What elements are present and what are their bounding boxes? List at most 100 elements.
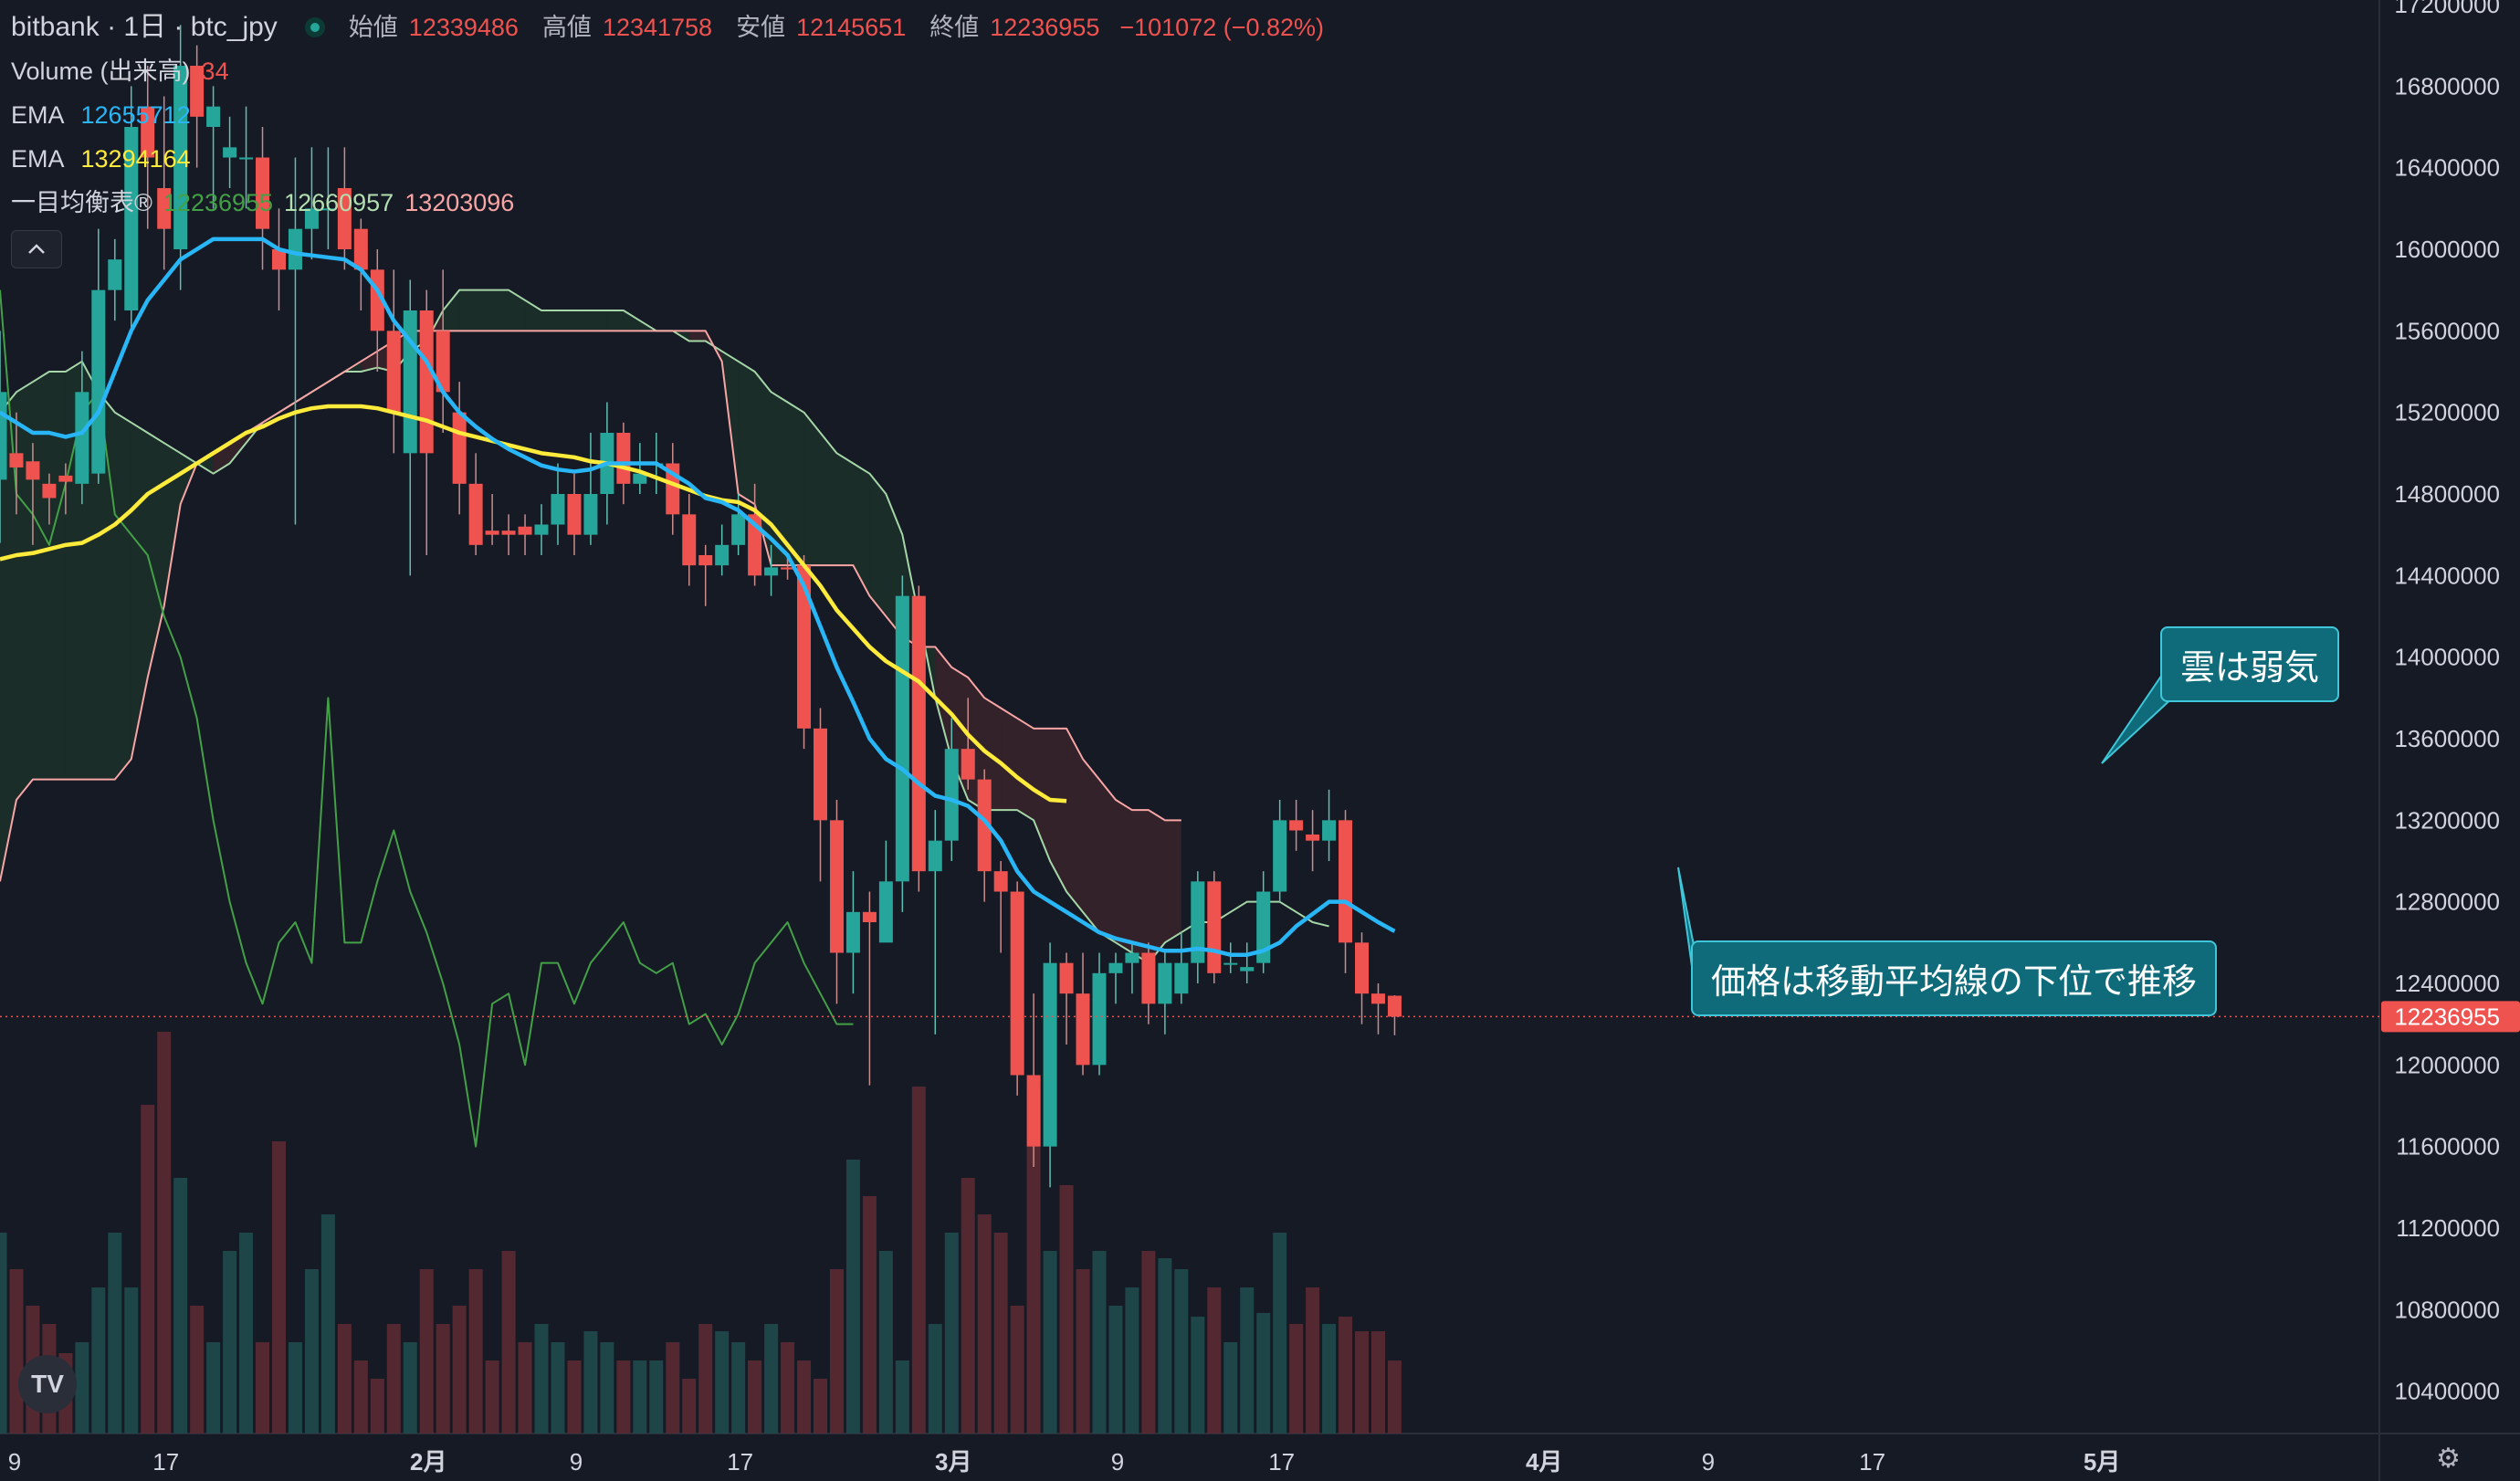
volume-bar <box>501 1251 516 1434</box>
ichimoku-cloud-segment <box>1148 810 1165 963</box>
candle-body <box>108 259 122 290</box>
candle-body <box>961 749 975 780</box>
volume-bar <box>304 1269 319 1434</box>
volume-bar <box>370 1379 384 1434</box>
candle-body <box>288 228 302 270</box>
candle-body <box>1059 962 1074 994</box>
ichimoku-cloud-segment <box>1066 728 1084 912</box>
volume-bar <box>764 1324 779 1434</box>
volume-bar <box>1387 1360 1402 1434</box>
candle-body <box>1223 962 1238 965</box>
volume-value: 34 <box>201 58 229 85</box>
x-tick-label: 17 <box>727 1448 753 1476</box>
volume-bar <box>1339 1317 1353 1434</box>
annotation-price-below-ma[interactable]: 価格は移動平均線の下位で推移 <box>1691 940 2218 1016</box>
volume-bar <box>1174 1269 1189 1434</box>
candle-body <box>1207 881 1222 973</box>
candle-body <box>75 392 89 484</box>
ichimoku-cloud-segment <box>509 289 526 331</box>
candle-body <box>862 911 877 922</box>
volume-bar <box>419 1269 434 1434</box>
ema-fast-legend[interactable]: EMA 12655712 <box>11 93 1324 137</box>
candle-body <box>518 526 532 535</box>
volume-bar <box>223 1251 237 1434</box>
volume-bar <box>75 1342 89 1434</box>
candle-body <box>1240 967 1255 972</box>
chevron-up-icon[interactable] <box>11 230 62 268</box>
volume-bar <box>91 1287 106 1434</box>
low-label: 安値 <box>736 14 786 41</box>
volume-bar <box>993 1233 1008 1434</box>
ichimoku-cloud-segment <box>48 372 66 780</box>
candle-body <box>468 483 483 545</box>
ichimoku-cloud-segment <box>1115 800 1132 953</box>
tradingview-logo-icon[interactable]: TV <box>18 1355 77 1413</box>
y-tick-label: 13200000 <box>2394 806 2500 834</box>
ichimoku-cloud-segment <box>16 382 33 800</box>
ichimoku-cloud-segment <box>196 453 214 474</box>
candle-body <box>1026 1075 1041 1147</box>
x-tick-label: 9 <box>8 1448 21 1476</box>
ichimoku-cloud-segment <box>476 289 493 331</box>
ichimoku-cloud-segment <box>213 443 230 474</box>
candle-body <box>0 392 7 480</box>
candle-body <box>419 310 434 454</box>
ema-fast-label: EMA <box>11 101 65 129</box>
ichimoku-cloud-segment <box>114 412 131 780</box>
open-value: 12339486 <box>408 14 519 41</box>
candle-body <box>895 595 909 882</box>
y-tick-label: 10400000 <box>2394 1378 2500 1405</box>
candle-body <box>386 331 401 413</box>
close-value: 12236955 <box>990 14 1100 41</box>
y-tick-label: 12000000 <box>2394 1051 2500 1078</box>
high-label: 高値 <box>541 14 592 41</box>
y-tick-label: 17200000 <box>2394 0 2500 18</box>
candle-body <box>256 157 270 229</box>
volume-legend[interactable]: Volume (出来高) 34 <box>11 49 1324 93</box>
x-tick-label: 5月 <box>2084 1448 2120 1476</box>
symbol-title[interactable]: bitbank · 1日 · btc_jpy <box>11 12 278 42</box>
volume-bar <box>1273 1233 1287 1434</box>
volume-bar <box>239 1233 254 1434</box>
y-tick-label: 14800000 <box>2394 480 2500 508</box>
ichimoku-cloud-segment <box>820 433 837 566</box>
candle-body <box>1387 995 1402 1017</box>
ichimoku-cloud-segment <box>147 433 164 677</box>
volume-bar <box>0 1233 7 1434</box>
y-tick-label: 13600000 <box>2394 725 2500 752</box>
candle-body <box>1322 820 1337 841</box>
y-tick-label: 16400000 <box>2394 154 2500 182</box>
candle-body <box>1043 962 1057 1147</box>
volume-bar <box>157 1032 172 1434</box>
volume-bar <box>731 1342 746 1434</box>
volume-bar <box>715 1331 730 1434</box>
candle-body <box>977 779 992 872</box>
y-tick-label: 12800000 <box>2394 888 2500 916</box>
volume-bar <box>1026 1087 1041 1434</box>
ichimoku-cloud-segment <box>1131 810 1149 963</box>
ichimoku-legend[interactable]: 一目均衡表® 12236955 12660957 13203096 <box>11 181 1324 225</box>
ema-slow-legend[interactable]: EMA 13294164 <box>11 137 1324 181</box>
close-label: 終値 <box>929 14 980 41</box>
volume-bar <box>583 1331 598 1434</box>
candle-body <box>1092 972 1107 1066</box>
volume-bar <box>1306 1287 1320 1434</box>
volume-bar <box>1092 1251 1107 1434</box>
candle-body <box>944 749 959 841</box>
candle-body <box>1355 942 1370 994</box>
ichimoku-cloud-segment <box>803 412 821 566</box>
volume-bar <box>911 1087 926 1434</box>
volume-bar <box>141 1105 155 1434</box>
ichimoku-cloud-segment <box>541 310 558 331</box>
ichimoku-value-3: 13203096 <box>404 189 515 216</box>
annotation-cloud-bearish[interactable]: 雲は弱気 <box>2160 626 2340 702</box>
ichimoku-cloud-segment <box>738 361 755 505</box>
candle-body <box>206 106 221 127</box>
volume-bar <box>1289 1324 1304 1434</box>
volume-bar <box>353 1360 368 1434</box>
volume-bar <box>9 1269 24 1434</box>
volume-bar <box>386 1324 401 1434</box>
gear-icon[interactable]: ⚙ <box>2436 1444 2461 1474</box>
